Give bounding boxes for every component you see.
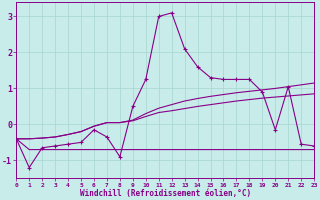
X-axis label: Windchill (Refroidissement éolien,°C): Windchill (Refroidissement éolien,°C) (80, 189, 251, 198)
